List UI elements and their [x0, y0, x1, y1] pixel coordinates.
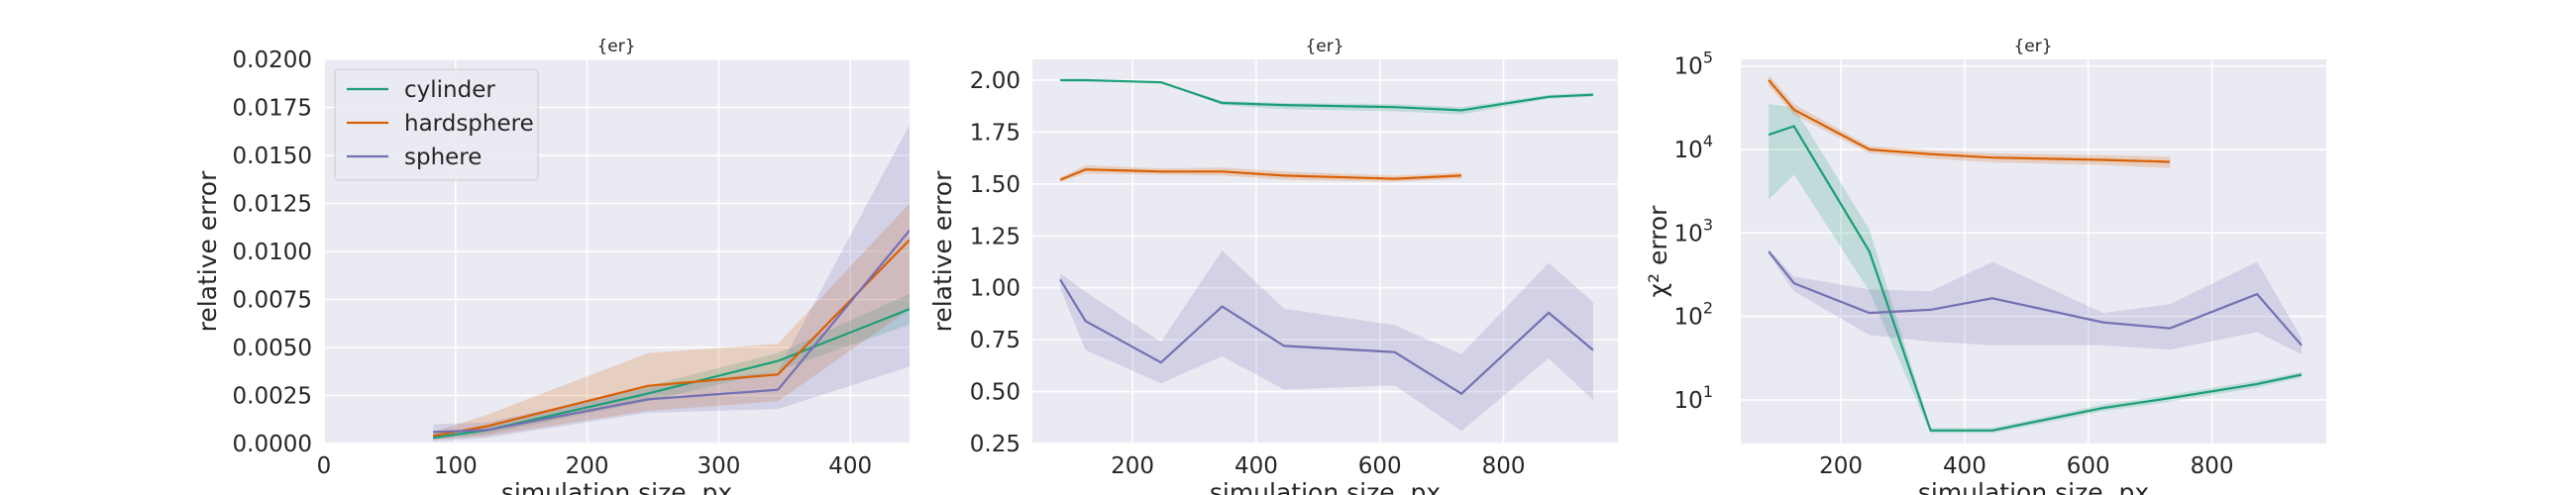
legend-label-cylinder: cylinder: [404, 77, 495, 103]
series-line-sphere: [1768, 250, 2303, 346]
confidence-band-cylinder: [1769, 104, 2302, 434]
y-tick-label: 0.0025: [233, 384, 312, 410]
y-tick-label: 0.0000: [233, 432, 312, 457]
y-axis-label: χ² error: [1644, 205, 1672, 298]
confidence-band-cylinder: [1060, 80, 1593, 115]
y-axis-label: relative error: [928, 170, 957, 332]
x-tick-label: 400: [828, 453, 872, 479]
plot-area: [1032, 59, 1618, 444]
y-tick-label: 0.25: [970, 432, 1020, 457]
y-tick-label: 0.0100: [233, 240, 312, 265]
x-axis-label: simulation size, px: [1210, 478, 1441, 495]
x-tick-label: 100: [434, 453, 478, 479]
series-line-hardsphere: [1768, 79, 2171, 163]
series-line-hardsphere: [433, 239, 910, 438]
x-axis-label: simulation size, px: [501, 478, 732, 495]
y-axis-label: relative error: [193, 170, 222, 332]
x-tick-label: 600: [1358, 453, 1402, 479]
panel-3-title: {er}: [2013, 37, 2052, 56]
x-axis-label: simulation size, px: [1918, 478, 2149, 495]
y-tick-label: 0.0150: [233, 144, 312, 169]
x-tick-label: 300: [697, 453, 740, 479]
y-tick-label: 0.0175: [233, 96, 312, 122]
y-tick-label: 1.00: [970, 276, 1020, 302]
series-line-cylinder: [433, 308, 910, 440]
series-line-hardsphere: [1059, 168, 1462, 181]
y-tick-label: 1.75: [970, 120, 1020, 146]
legend-box: [334, 68, 539, 181]
x-tick-label: 800: [1482, 453, 1526, 479]
y-tick-label: 2.00: [970, 68, 1020, 94]
confidence-band-sphere: [1060, 250, 1593, 432]
series-line-sphere: [1059, 278, 1594, 396]
y-tick-label: 1.25: [970, 224, 1020, 249]
y-tick-label: 104: [1674, 132, 1713, 163]
y-tick-label: 101: [1674, 382, 1713, 414]
y-tick-label: 0.50: [970, 380, 1020, 406]
series-line-cylinder: [1768, 125, 2303, 432]
series-line-cylinder: [1060, 78, 1594, 112]
y-tick-label: 0.0125: [233, 192, 312, 218]
x-tick-label: 600: [2067, 453, 2110, 479]
y-tick-label: 105: [1674, 49, 1713, 80]
panel-chi-squared-error: 200 400 600 800 101 102 103 104 105 simulation si…: [1644, 49, 2326, 495]
legend-label-hardsphere: hardsphere: [404, 111, 534, 137]
y-tick-label: 1.50: [970, 172, 1020, 198]
y-tick-label: 0.0200: [233, 48, 312, 73]
legend-label-sphere: sphere: [404, 145, 482, 170]
y-tick-label: 0.75: [970, 328, 1020, 353]
legend: cylinder hardsphere sphere: [334, 68, 539, 181]
panel-1-title: {er}: [596, 37, 635, 56]
plot-area: [1741, 59, 2326, 444]
y-tick-label: 102: [1674, 299, 1713, 331]
x-tick-label: 200: [1111, 453, 1154, 479]
confidence-band-hardsphere: [1769, 74, 2171, 168]
x-tick-label: 200: [566, 453, 609, 479]
confidence-band-hardsphere: [433, 203, 910, 441]
panel-2-title: {er}: [1305, 37, 1343, 56]
x-tick-label: 200: [1819, 453, 1863, 479]
y-tick-label: 0.0050: [233, 336, 312, 361]
panel-relative-error-middle: 200 400 600 800 0.25 0.50 0.75 1.00 1.25 1.50 1.75…: [928, 59, 1618, 495]
panel-relative-error-left: 0 100 200 300 400 0.0000 0.0025 0.0050 0.0075 0.0…: [193, 48, 910, 495]
y-tick-label: 103: [1674, 215, 1713, 247]
x-tick-label: 400: [1234, 453, 1278, 479]
x-tick-label: 400: [1943, 453, 1986, 479]
y-tick-label: 0.0075: [233, 288, 312, 314]
x-tick-label: 0: [317, 453, 332, 479]
series-line-sphere: [433, 230, 910, 434]
x-tick-label: 800: [2191, 453, 2234, 479]
